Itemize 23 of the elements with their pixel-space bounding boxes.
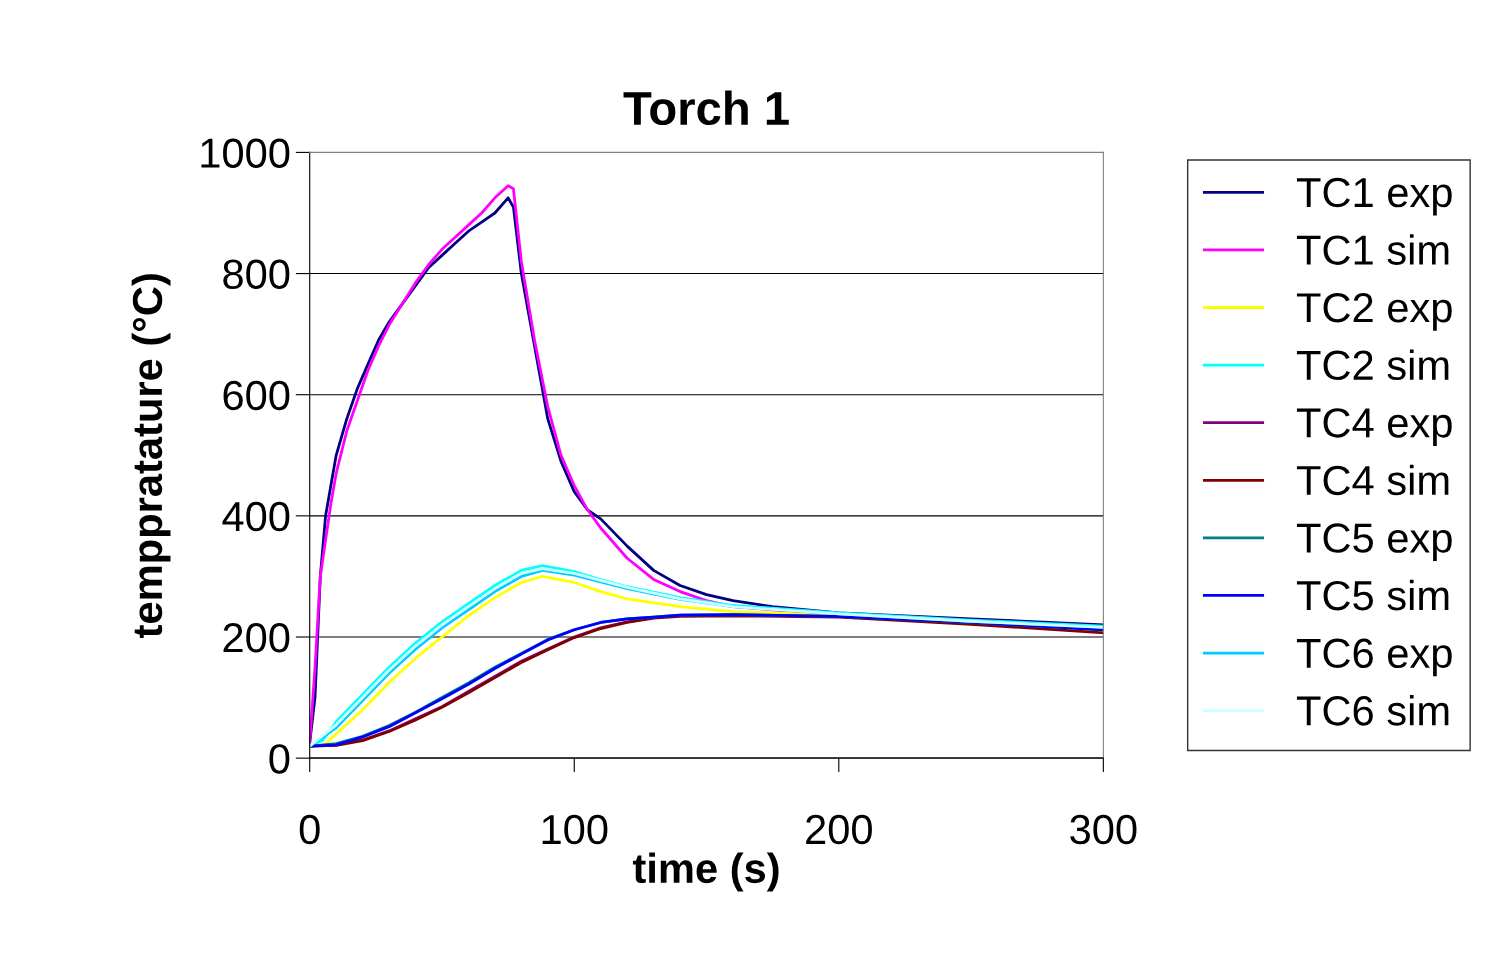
legend-label: TC2 exp xyxy=(1296,292,1452,331)
legend-label: TC6 sim xyxy=(1296,695,1449,726)
legend-label: TC1 sim xyxy=(1296,234,1449,265)
legend-label: TC5 sim xyxy=(1296,579,1449,611)
y-tick-label: 600 xyxy=(223,380,290,411)
legend-label: TC6 exp xyxy=(1296,638,1452,677)
y-tick-label: 400 xyxy=(222,501,290,532)
x-tick-label: 300 xyxy=(1070,814,1137,845)
x-tick-label: 200 xyxy=(806,814,872,845)
x-tick-label: 100 xyxy=(542,814,608,845)
legend-label: TC5 exp xyxy=(1296,523,1452,562)
legend-label: TC2 sim xyxy=(1296,349,1449,381)
y-tick-label: 800 xyxy=(223,259,290,290)
y-tick-label: 200 xyxy=(223,623,290,653)
x-tick-label: 0 xyxy=(299,814,320,845)
legend-label: TC4 exp xyxy=(1296,408,1452,446)
y-tick-label: 1000 xyxy=(201,138,290,168)
legend-label: TC4 sim xyxy=(1296,464,1449,496)
chart-title: Torch 1 xyxy=(623,90,789,126)
legend-label: TC1 exp xyxy=(1296,177,1452,216)
y-tick-label: 0 xyxy=(269,744,290,774)
y-axis-title: temppratature (°C) xyxy=(131,274,171,638)
x-axis-title: time (s) xyxy=(632,852,779,892)
